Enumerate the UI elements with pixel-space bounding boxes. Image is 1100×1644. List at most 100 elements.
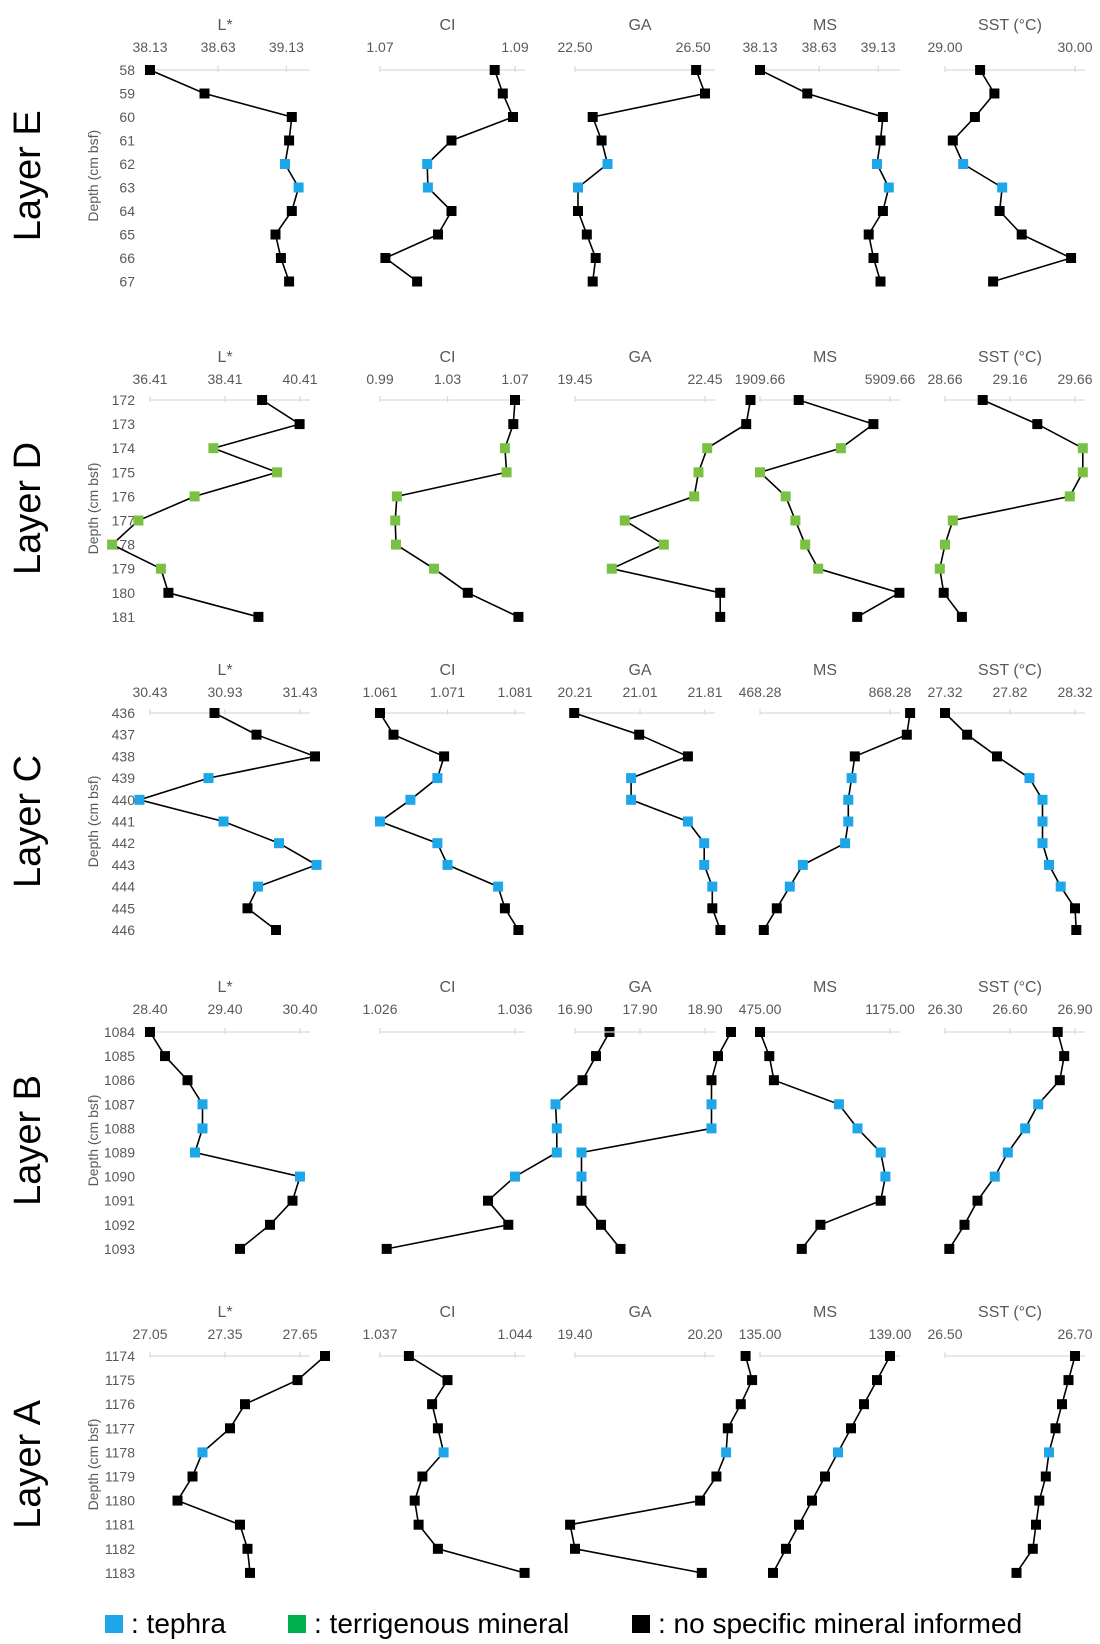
- data-point-no-mineral: [969, 112, 980, 122]
- data-point-no-mineral: [489, 65, 500, 75]
- panel-title: SST (°C): [978, 349, 1042, 366]
- data-point-tephra: [699, 838, 710, 849]
- depth-tick-label: 173: [112, 416, 136, 432]
- data-point-tephra: [707, 881, 718, 892]
- panel-title: SST (°C): [978, 17, 1042, 34]
- data-point-no-mineral: [715, 587, 726, 598]
- data-point-no-mineral: [570, 1543, 580, 1554]
- x-tick-label: 475.00: [739, 1001, 782, 1017]
- data-point-tephra: [872, 159, 882, 169]
- data-point-tephra: [573, 182, 583, 193]
- data-point-tephra: [843, 816, 854, 827]
- data-point-no-mineral: [940, 708, 950, 718]
- depth-tick-label: 181: [112, 609, 136, 625]
- data-point-no-mineral: [209, 708, 220, 718]
- legend-label-terrigenous: : terrigenous mineral: [314, 1608, 570, 1639]
- data-point-terrigenous: [619, 515, 630, 526]
- depth-tick-label: 445: [112, 900, 136, 916]
- x-tick-label: 1.026: [362, 1001, 397, 1017]
- data-point-no-mineral: [852, 611, 863, 622]
- depth-tick-label: 1085: [104, 1048, 135, 1064]
- x-tick-label: 1.037: [362, 1326, 397, 1342]
- data-point-no-mineral: [700, 88, 710, 99]
- data-point-no-mineral: [1040, 1471, 1051, 1482]
- data-point-no-mineral: [944, 1243, 955, 1254]
- data-point-no-mineral: [284, 135, 295, 146]
- depth-axis-title: Depth (cm bsf): [85, 130, 101, 222]
- data-point-tephra: [721, 1447, 732, 1458]
- data-point-no-mineral: [691, 65, 702, 75]
- data-point-no-mineral: [994, 206, 1005, 216]
- x-tick-label: 5909.66: [865, 371, 916, 387]
- data-point-terrigenous: [391, 539, 401, 550]
- x-tick-label: 868.28: [869, 684, 912, 700]
- series-line: [944, 712, 1078, 931]
- x-tick-label: 29.66: [1057, 371, 1092, 387]
- depth-tick-label: 439: [112, 770, 136, 786]
- depth-tick-label: 437: [112, 727, 136, 743]
- data-point-no-mineral: [271, 925, 281, 935]
- x-tick-label: 1.071: [430, 684, 465, 700]
- panel-title: GA: [628, 17, 651, 34]
- data-point-no-mineral: [713, 1051, 723, 1062]
- legend-label-tephra: : tephra: [131, 1608, 226, 1639]
- x-tick-label: 38.63: [201, 39, 236, 55]
- data-point-tephra: [989, 1171, 1000, 1182]
- series-line: [149, 1031, 302, 1250]
- depth-tick-label: 1183: [105, 1565, 135, 1581]
- data-point-no-mineral: [820, 1471, 830, 1482]
- x-tick-label: 29.00: [927, 39, 962, 55]
- data-point-no-mineral: [863, 229, 874, 240]
- data-point-no-mineral: [275, 253, 286, 263]
- data-point-tephra: [197, 1123, 208, 1134]
- data-point-no-mineral: [172, 1495, 183, 1506]
- data-point-no-mineral: [959, 1219, 970, 1230]
- depth-tick-label: 62: [119, 156, 135, 172]
- data-point-no-mineral: [758, 925, 769, 935]
- data-point-no-mineral: [1027, 1543, 1038, 1554]
- depth-tick-label: 1182: [105, 1541, 135, 1557]
- panel-title: MS: [813, 1304, 837, 1321]
- data-point-no-mineral: [726, 1027, 736, 1037]
- data-point-tephra: [197, 1099, 208, 1110]
- data-point-no-mineral: [988, 276, 999, 287]
- data-point-no-mineral: [715, 611, 726, 622]
- depth-axis-title: Depth (cm bsf): [85, 1419, 101, 1511]
- data-point-terrigenous: [499, 443, 510, 454]
- x-tick-label: 40.41: [282, 371, 317, 387]
- data-point-no-mineral: [187, 1471, 198, 1482]
- depth-tick-label: 1174: [105, 1348, 135, 1364]
- data-point-tephra: [375, 816, 385, 827]
- data-point-tephra: [626, 773, 637, 784]
- data-point-no-mineral: [696, 1567, 707, 1578]
- depth-tick-label: 446: [112, 922, 136, 938]
- data-point-no-mineral: [1071, 925, 1082, 935]
- depth-tick-label: 172: [112, 392, 136, 408]
- data-point-no-mineral: [446, 135, 457, 146]
- x-tick-label: 27.82: [992, 684, 1027, 700]
- figure-legend: : tephra : terrigenous mineral : no spec…: [0, 1604, 1100, 1640]
- data-point-no-mineral: [1063, 1375, 1074, 1386]
- data-point-tephra: [1033, 1099, 1044, 1110]
- data-point-tephra: [1020, 1123, 1031, 1134]
- data-point-terrigenous: [429, 563, 439, 574]
- data-point-no-mineral: [706, 1075, 717, 1086]
- data-point-no-mineral: [1066, 253, 1077, 263]
- series-line: [759, 69, 890, 282]
- depth-tick-label: 1093: [104, 1241, 135, 1257]
- x-tick-label: 31.43: [282, 684, 317, 700]
- data-point-no-mineral: [596, 135, 607, 146]
- data-point-no-mineral: [253, 611, 264, 622]
- x-tick-label: 1.036: [497, 1001, 532, 1017]
- data-point-no-mineral: [199, 88, 210, 99]
- series-line: [176, 1355, 326, 1573]
- data-point-no-mineral: [225, 1423, 235, 1434]
- data-point-no-mineral: [802, 88, 813, 99]
- depth-tick-label: 67: [119, 274, 135, 290]
- data-point-terrigenous: [934, 563, 945, 574]
- data-point-no-mineral: [901, 729, 912, 740]
- legend-item-terrigenous: : terrigenous mineral: [288, 1608, 569, 1640]
- data-point-tephra: [550, 1099, 561, 1110]
- legend-item-none: : no specific mineral informed: [632, 1608, 1022, 1640]
- depth-tick-label: 1092: [104, 1217, 135, 1233]
